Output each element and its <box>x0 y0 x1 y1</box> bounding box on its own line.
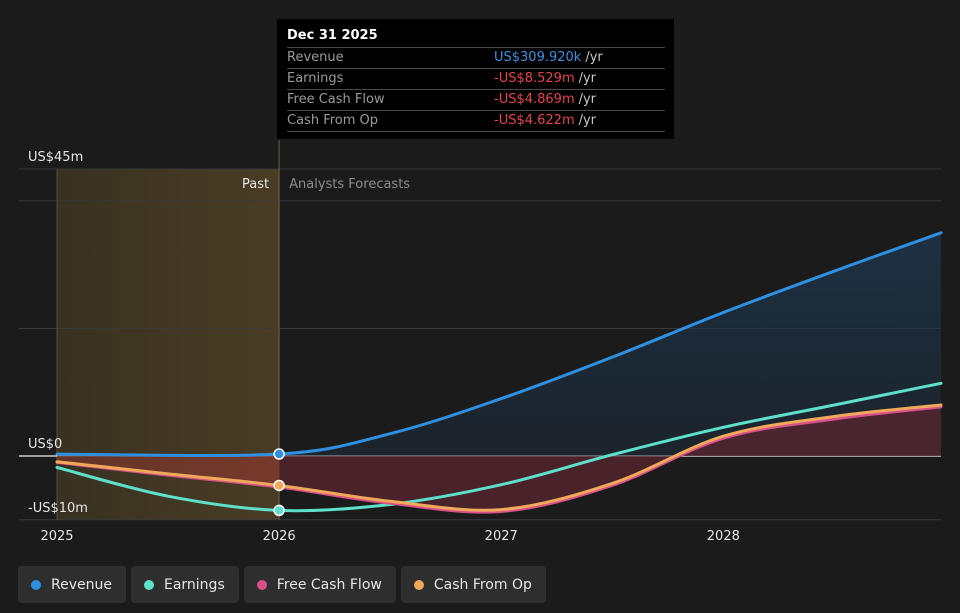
x-tick-label: 2027 <box>485 529 518 544</box>
marker-earnings <box>273 504 285 517</box>
revenue-dot-icon <box>31 579 41 590</box>
tooltip-date: Dec 31 2025 <box>287 28 378 43</box>
tooltip-row-free-cash-flow: Free Cash Flow -US$4.869m /yr <box>287 89 665 110</box>
free-cash-flow-dot-icon <box>256 579 267 590</box>
legend-item-earnings[interactable]: Earnings <box>130 566 239 603</box>
series-line-earnings <box>55 381 943 513</box>
chart-legend: Revenue Earnings Free Cash Flow Cash Fro… <box>18 566 546 603</box>
chart-tooltip: Dec 31 2025 Revenue US$309.920k /yr Earn… <box>277 19 674 139</box>
tooltip-row-earnings: Earnings -US$8.529m /yr <box>287 68 665 89</box>
y-tick-label: US$0 <box>28 437 62 452</box>
legend-label: Earnings <box>163 576 225 593</box>
x-tick-label: 2026 <box>263 529 296 544</box>
tooltip-unit: /yr <box>585 50 603 65</box>
cash-from-op-forecast-area <box>279 404 941 511</box>
earnings-dot-icon <box>143 579 154 590</box>
x-tick-label: 2025 <box>40 529 73 544</box>
legend-label: Revenue <box>51 576 112 593</box>
legend-label: Free Cash Flow <box>276 576 382 593</box>
legend-item-free-cash-flow[interactable]: Free Cash Flow <box>243 566 396 603</box>
past-label: Past <box>242 177 269 192</box>
series-line-cash-from-op <box>55 403 943 512</box>
tooltip-divider <box>287 131 665 132</box>
revenue-area <box>57 232 941 456</box>
tooltip-unit: /yr <box>578 92 597 107</box>
tooltip-value: -US$4.622m <box>494 113 575 128</box>
tooltip-unit: /yr <box>578 71 597 86</box>
tooltip-label: Free Cash Flow <box>287 92 385 107</box>
tooltip-unit: /yr <box>578 113 597 128</box>
marker-revenue <box>273 448 285 460</box>
legend-item-cash-from-op[interactable]: Cash From Op <box>400 566 546 603</box>
cash-from-op-dot-icon <box>413 579 424 590</box>
y-tick-label: US$45m <box>28 150 83 165</box>
x-tick-label: 2028 <box>707 529 740 544</box>
tooltip-value: -US$4.869m <box>494 92 575 107</box>
tooltip-label: Revenue <box>287 50 344 65</box>
tooltip-label: Cash From Op <box>287 113 379 128</box>
y-tick-label: -US$10m <box>28 501 88 516</box>
tooltip-row-cash-from-op: Cash From Op -US$4.622m /yr <box>287 110 665 131</box>
tooltip-value: US$309.920k <box>494 50 582 65</box>
forecast-label: Analysts Forecasts <box>289 177 410 192</box>
legend-item-revenue[interactable]: Revenue <box>18 566 126 603</box>
tooltip-value: -US$8.529m <box>494 71 575 86</box>
legend-label: Cash From Op <box>433 576 532 593</box>
tooltip-label: Earnings <box>287 71 344 86</box>
marker-cash-from-op <box>273 479 285 492</box>
tooltip-row-revenue: Revenue US$309.920k /yr <box>287 47 665 68</box>
